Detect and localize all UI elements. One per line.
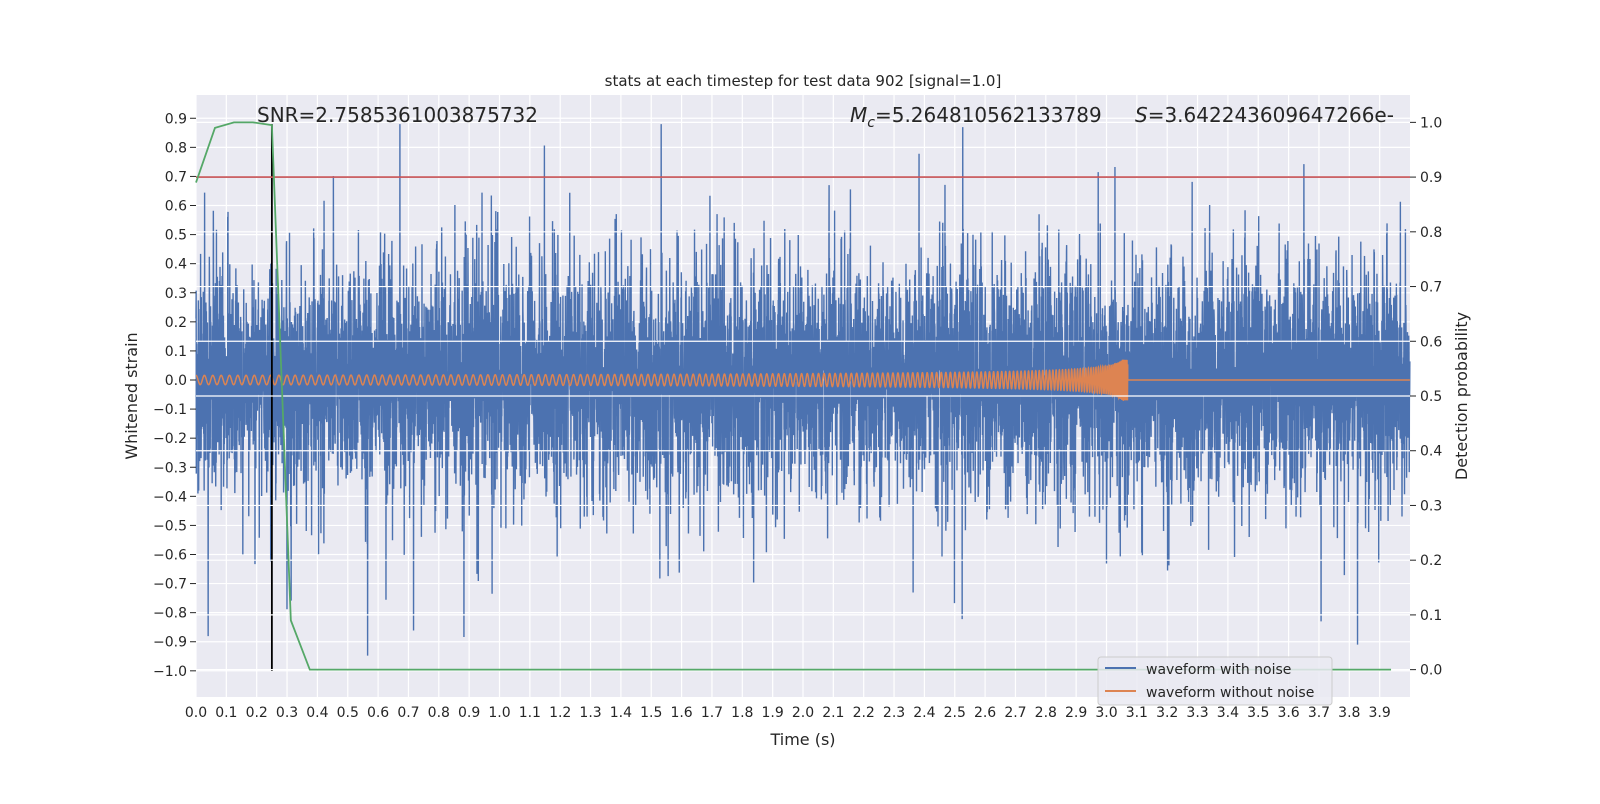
x-tick-label: 0.2 [246,705,268,721]
x-tick-label: 0.5 [337,705,359,721]
x-axis-label: Time (s) [769,730,835,749]
x-tick-label: 2.9 [1065,705,1087,721]
s-value: =3.642243609647266e- [1148,103,1394,127]
y2-tick-label: 0.5 [1420,389,1442,405]
x-tick-label: 2.2 [853,705,875,721]
y2-axis-label: Detection probability [1452,312,1471,480]
y-tick-label: −0.9 [153,635,187,651]
y-tick-label: −0.6 [153,547,187,563]
y-tick-label: −0.7 [153,577,187,593]
y-tick-label: 0.2 [165,315,187,331]
x-tick-label: 3.8 [1338,705,1360,721]
mc-annotation: Mc=5.264810562133789 [850,103,1102,131]
x-tick-label: 1.3 [579,705,601,721]
y-tick-label: 0.9 [165,111,187,127]
y-tick-label: 0.0 [165,373,187,389]
legend: waveform with noise waveform without noi… [1097,656,1333,706]
legend-box [1097,656,1333,706]
x-tick-label: 3.2 [1156,705,1178,721]
y2-tick-label: 0.3 [1420,498,1442,514]
x-tick-label: 0.3 [276,705,298,721]
x-tick-label: 1.8 [731,705,753,721]
x-tick-label: 1.5 [640,705,662,721]
x-tick-label: 2.7 [1004,705,1026,721]
y-tick-label: 0.4 [165,257,187,273]
x-tick-label: 2.8 [1035,705,1057,721]
y2-tick-label: 0.2 [1420,553,1442,569]
x-tick-label: 2.5 [944,705,966,721]
y-tick-label: −0.2 [153,431,187,447]
s-annotation: S=3.642243609647266e- [1135,103,1394,127]
y-tick-label: 0.1 [165,344,187,360]
x-tick-label: 3.0 [1095,705,1117,721]
x-tick-label: 2.0 [792,705,814,721]
y-tick-label: −0.3 [153,460,187,476]
x-tick-label: 0.4 [306,705,328,721]
s-symbol: S [1135,103,1148,127]
x-tick-label: 3.5 [1247,705,1269,721]
x-tick-label: 1.9 [762,705,784,721]
x-tick-label: 0.9 [458,705,480,721]
x-tick-label: 1.6 [670,705,692,721]
x-tick-label: 2.1 [822,705,844,721]
x-tick-label: 2.6 [974,705,996,721]
y-tick-label: −0.1 [153,402,187,418]
x-tick-label: 3.7 [1308,705,1330,721]
x-tick-label: 3.4 [1217,705,1239,721]
x-tick-label: 0.1 [215,705,237,721]
y-tick-label: 0.8 [165,140,187,156]
x-tick-label: 1.1 [519,705,541,721]
x-tick-label: 1.7 [701,705,723,721]
y-tick-label: 0.7 [165,169,187,185]
y2-tick-label: 0.8 [1420,225,1442,241]
x-tick-label: 0.0 [185,705,207,721]
x-tick-label: 1.4 [610,705,632,721]
snr-annotation: SNR=2.7585361003875732 [257,103,538,127]
waveform-with-noise-layer [195,124,1411,656]
waveform-without-noise-layer [195,359,1410,401]
x-tick-label: 0.6 [367,705,389,721]
y-axis-label: Whitened strain [122,332,141,459]
waveform-with-noise-line [195,124,1411,656]
ticks: 0.0 0.1 0.2 0.3 0.4 0.5 0.6 0.7 0.8 0.9 1.0 1.1 1.2 1… [153,111,1442,721]
x-tick-label: 3.6 [1277,705,1299,721]
y-tick-label: 0.6 [165,199,187,215]
y2-tick-label: 0.6 [1420,334,1442,350]
y2-tick-label: 0.4 [1420,444,1442,460]
mc-value: =5.264810562133789 [875,103,1102,127]
x-tick-label: 3.9 [1369,705,1391,721]
mc-symbol: M [850,103,867,127]
y-tick-label: 0.5 [165,228,187,244]
x-tick-label: 1.2 [549,705,571,721]
y-tick-label: −0.8 [153,606,187,622]
x-tick-label: 0.7 [397,705,419,721]
waveform-without-noise-line [195,359,1410,401]
chart-title: stats at each timestep for test data 902… [605,72,1002,90]
x-tick-label: 3.3 [1186,705,1208,721]
y2-tick-label: 0.0 [1420,663,1442,679]
x-tick-label: 2.3 [883,705,905,721]
x-tick-label: 2.4 [913,705,935,721]
y2-tick-label: 0.1 [1420,608,1442,624]
y-tick-label: 0.3 [165,286,187,302]
y2-tick-label: 1.0 [1420,115,1442,131]
y2-tick-label: 0.9 [1420,170,1442,186]
y-tick-label: −1.0 [153,664,187,680]
x-tick-label: 3.1 [1126,705,1148,721]
y-tick-label: −0.4 [153,489,187,505]
y-tick-label: −0.5 [153,518,187,534]
mc-subscript: c [867,115,875,131]
legend-label-signal: waveform without noise [1146,685,1314,701]
x-tick-label: 1.0 [488,705,510,721]
y2-tick-label: 0.7 [1420,280,1442,296]
legend-label-noise: waveform with noise [1146,662,1291,678]
x-tick-label: 0.8 [428,705,450,721]
